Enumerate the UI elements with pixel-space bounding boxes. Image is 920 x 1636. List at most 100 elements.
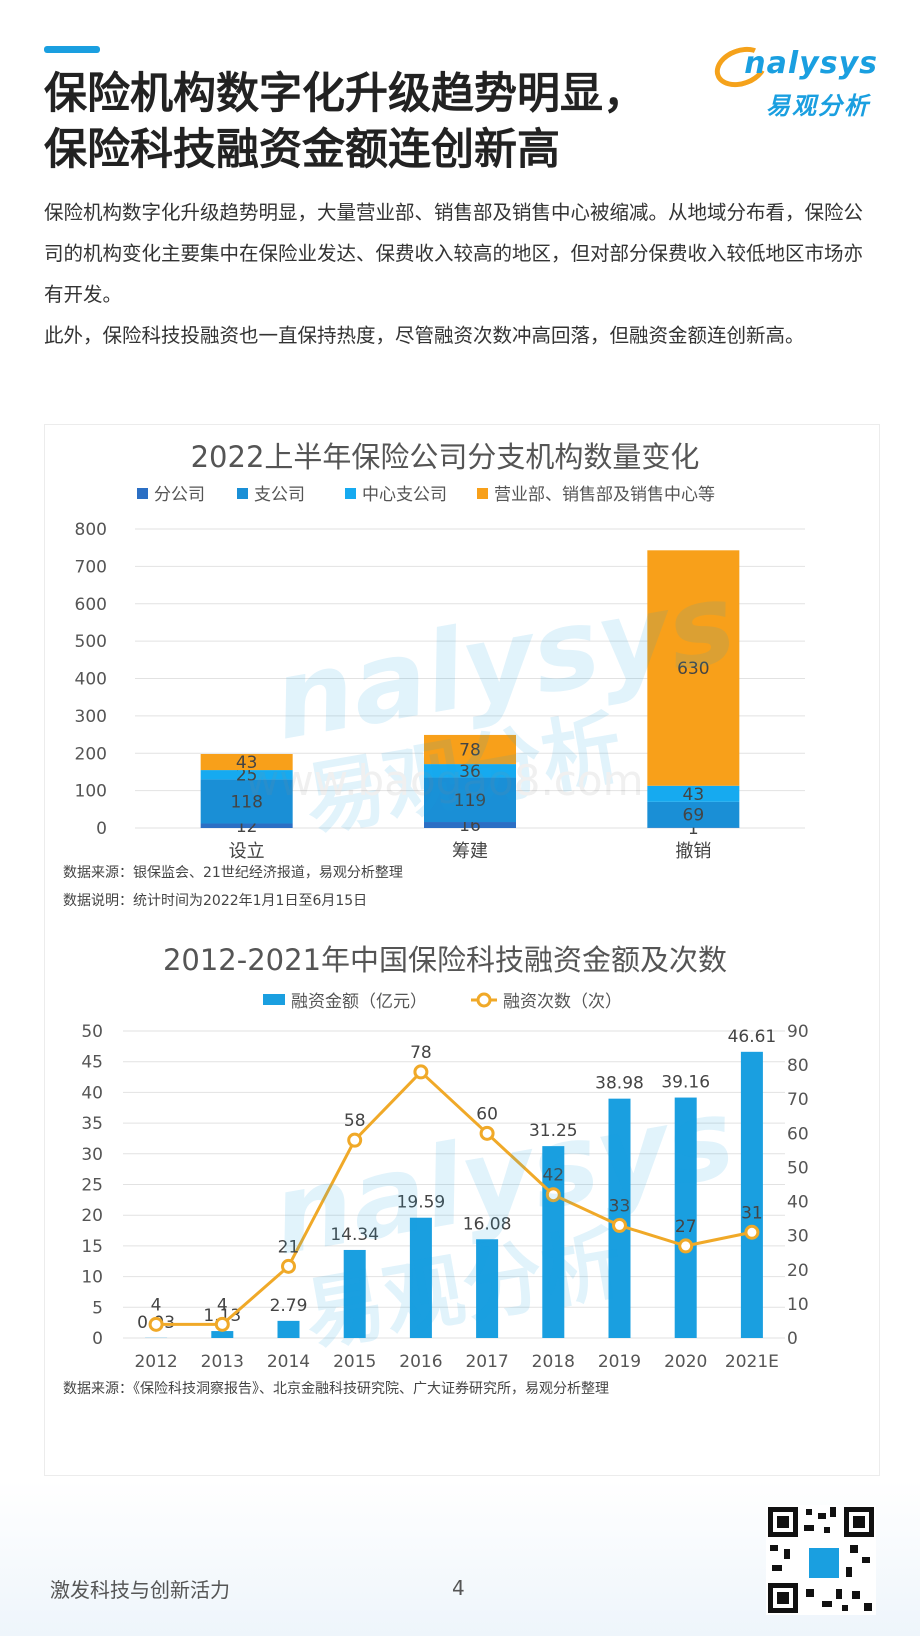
chart1-ytick-label: 400 <box>75 670 107 690</box>
chart1-note: 数据说明：统计时间为2022年1月1日至6月15日 <box>63 893 367 909</box>
chart2-legend-swatch <box>263 994 285 1005</box>
chart1-ytick-label: 800 <box>75 520 107 540</box>
chart2-xtick-label: 2020 <box>664 1352 707 1372</box>
chart2-line-label: 21 <box>278 1237 300 1257</box>
chart1-legend-swatch <box>137 488 148 499</box>
chart2-xtick-label: 2017 <box>465 1352 508 1372</box>
title-line-2: 保险科技融资金额连创新高 <box>44 125 560 175</box>
chart1-ytick-label: 600 <box>75 595 107 615</box>
chart1-data-label: 630 <box>677 659 709 679</box>
chart1-xtick-label: 筹建 <box>452 841 488 862</box>
chart2-xtick-label: 2018 <box>532 1352 575 1372</box>
chart2-xtick-label: 2014 <box>267 1352 310 1372</box>
chart2-line-label: 33 <box>609 1196 631 1216</box>
chart2-ytick-right-label: 30 <box>787 1227 809 1247</box>
chart1-data-label: 1 <box>688 819 699 839</box>
chart2-ytick-left-label: 0 <box>92 1329 103 1349</box>
chart2-line-marker <box>479 1125 495 1141</box>
chart2-ytick-right-label: 40 <box>787 1193 809 1213</box>
chart1-x-axis: 设立 筹建 撤销 <box>229 841 712 862</box>
chart2-series-line <box>156 1069 753 1326</box>
chart1-data-label: 118 <box>230 792 262 812</box>
chart-card: 2022上半年保险公司分支机构数量变化 分公司 支公司 中心支公司 营业部、销售部及销… <box>44 424 880 1476</box>
chart1-data-label: 43 <box>236 753 258 773</box>
chart2-ytick-right-label: 80 <box>787 1056 809 1076</box>
chart2-line-marker <box>545 1187 561 1203</box>
chart1-xtick-label: 撤销 <box>675 841 711 862</box>
chart2-line-label: 31 <box>741 1203 763 1223</box>
chart1-bar-segment <box>647 550 740 786</box>
chart1-bar-segment <box>424 734 516 765</box>
analysys-logo: nalysys 易观分析 <box>708 36 878 126</box>
chart1-legend-label: 营业部、销售部及销售中心等 <box>494 485 715 505</box>
chart2-ytick-left-label: 15 <box>81 1237 103 1257</box>
chart2-ytick-left-label: 40 <box>81 1083 103 1103</box>
chart1-ytick-label: 0 <box>96 819 107 839</box>
chart2-legend-label: 融资金额（亿元） <box>291 992 427 1012</box>
qr-center-logo <box>806 1545 842 1581</box>
chart2-source: 数据来源：《保险科技洞察报告》、北京金融科技研究院、广大证券研究所，易观分析整理 <box>63 1380 609 1397</box>
chart2-bar-label: 14.34 <box>330 1225 379 1245</box>
chart1-bar-segment <box>647 785 740 802</box>
chart2-line-label: 60 <box>476 1104 498 1124</box>
chart2-line-marker <box>148 1316 164 1332</box>
chart2-bars: 0.031.132.7914.3419.5916.0831.2538.9839.… <box>137 1027 776 1338</box>
chart2-x-axis: 2012 2013 2014 2015 2016 2017 2018 2019 2020 2021… <box>134 1352 778 1372</box>
page-number: 4 <box>452 1576 465 1600</box>
chart1-legend: 分公司 支公司 中心支公司 营业部、销售部及销售中心等 <box>137 485 715 505</box>
chart1-ytick-label: 500 <box>75 632 107 652</box>
chart2-xtick-label: 2012 <box>134 1352 177 1372</box>
chart2-xtick-label: 2021E <box>725 1352 779 1372</box>
chart2-line-marker <box>214 1316 230 1332</box>
footer-slogan: 激发科技与创新活力 <box>50 1578 230 1602</box>
chart2-bar-label: 2.79 <box>270 1296 308 1316</box>
chart2-legend: 融资金额（亿元） 融资次数（次） <box>263 992 622 1012</box>
chart1-legend-label: 分公司 <box>154 485 205 505</box>
chart1-ytick-label: 100 <box>75 782 107 802</box>
chart2-ytick-right-label: 0 <box>787 1329 798 1349</box>
qr-code[interactable] <box>766 1505 876 1615</box>
chart2-ytick-right-label: 70 <box>787 1090 809 1110</box>
chart2-line-marker <box>413 1064 429 1080</box>
chart1-y-axis: 0 100 200 300 400 500 600 700 800 <box>75 520 107 839</box>
chart2-bar <box>674 1097 697 1338</box>
chart2-bar-label: 46.61 <box>728 1027 777 1047</box>
chart1-title: 2022上半年保险公司分支机构数量变化 <box>191 440 700 474</box>
title-line-1: 保险机构数字化升级趋势明显， <box>44 69 646 119</box>
page-title: 保险机构数字化升级趋势明显， 保险科技融资金额连创新高 <box>44 66 646 178</box>
chart1-ytick-label: 200 <box>75 744 107 764</box>
chart2-bar-label: 31.25 <box>529 1121 578 1141</box>
chart2-ytick-left-label: 45 <box>81 1053 103 1073</box>
chart2-ytick-left-label: 5 <box>92 1298 103 1318</box>
chart1-bar-segment <box>200 779 293 824</box>
chart2-legend-label: 融资次数（次） <box>503 992 622 1012</box>
chart2-line-label: 4 <box>217 1295 228 1315</box>
chart1-data-label: 78 <box>459 741 481 761</box>
chart2-ytick-left-label: 35 <box>81 1114 103 1134</box>
chart2-line-marker <box>347 1132 363 1148</box>
watermark-site: www.baogao8.com <box>245 756 644 805</box>
chart2-ytick-right-label: 90 <box>787 1022 809 1042</box>
chart1-data-label: 69 <box>683 806 705 826</box>
chart1-xtick-label: 设立 <box>229 841 265 862</box>
chart2-bar <box>409 1217 432 1338</box>
chart1-data-label: 43 <box>683 785 705 805</box>
chart1-bar-segment <box>200 823 293 828</box>
chart2-line-label: 4 <box>151 1295 162 1315</box>
chart2-xtick-label: 2016 <box>399 1352 442 1372</box>
chart2-bar <box>343 1249 366 1338</box>
chart2-bar <box>476 1239 499 1338</box>
chart2-bar-label: 1.13 <box>203 1306 241 1326</box>
chart2-line-label: 58 <box>344 1111 366 1131</box>
chart2-line-marker <box>612 1217 627 1233</box>
chart2-line-marker <box>744 1224 760 1240</box>
charts-canvas: 2022上半年保险公司分支机构数量变化 分公司 支公司 中心支公司 营业部、销售部及销… <box>63 440 809 1397</box>
chart1-bar-segment <box>424 822 516 828</box>
chart2-ytick-left-label: 30 <box>81 1145 103 1165</box>
chart1-source: 数据来源：银保监会、21世纪经济报道，易观分析整理 <box>63 865 403 881</box>
chart1-data-label: 36 <box>459 762 481 782</box>
chart2-ytick-right-label: 10 <box>787 1295 809 1315</box>
chart2-bar <box>277 1320 300 1338</box>
chart2-bar-label: 39.16 <box>661 1073 710 1093</box>
